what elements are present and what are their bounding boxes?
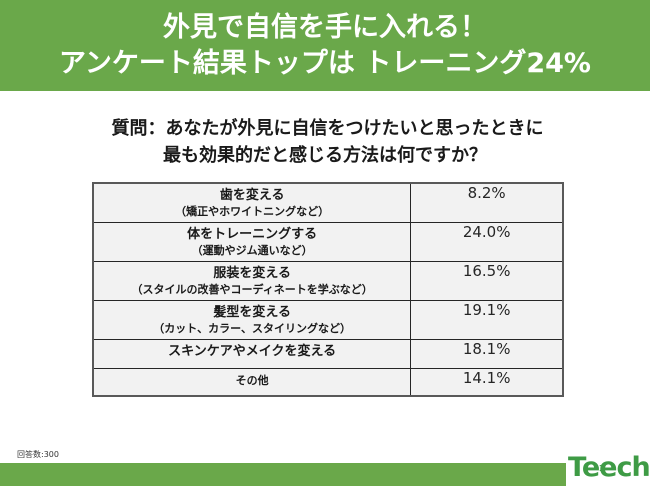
answer-label-cell: その他 bbox=[92, 368, 412, 397]
title-line-1: 外見で自信を手に入れる！ bbox=[163, 11, 487, 43]
footer-bar bbox=[0, 463, 566, 486]
logo-sparkle-icon: ⁘ bbox=[597, 464, 604, 473]
answer-sublabel: （運動やジム通いなど） bbox=[191, 244, 313, 257]
answer-label-cell: 服装を変える （スタイルの改善やコーディネートを学ぶなど） bbox=[92, 261, 412, 301]
answer-label: その他 bbox=[235, 374, 269, 387]
answer-percentage: 16.5% bbox=[410, 261, 564, 301]
table-row: その他 14.1% bbox=[92, 368, 564, 397]
question-line-1: 質問：あなたが外見に自信をつけたいと思ったときに bbox=[111, 118, 544, 139]
answer-label: 服装を変える bbox=[213, 266, 291, 281]
answer-sublabel: （矯正やホワイトニングなど） bbox=[175, 205, 330, 218]
answer-percentage: 24.0% bbox=[410, 222, 564, 262]
answer-label-cell: 歯を変える （矯正やホワイトニングなど） bbox=[92, 182, 412, 223]
answer-label-cell: スキンケアやメイクを変える bbox=[92, 339, 412, 369]
logo-text: Teech bbox=[568, 452, 650, 483]
question-line-2: 最も効果的だと感じる方法は何ですか？ bbox=[163, 145, 487, 166]
answer-label: 髪型を変える bbox=[213, 305, 291, 320]
answer-label-cell: 髪型を変える （カット、カラー、スタイリングなど） bbox=[92, 300, 412, 340]
answer-label: 歯を変える bbox=[219, 188, 285, 203]
table-row: 歯を変える （矯正やホワイトニングなど） 8.2% bbox=[92, 182, 564, 223]
answer-percentage: 19.1% bbox=[410, 300, 564, 340]
results-table: 歯を変える （矯正やホワイトニングなど） 8.2% 体をトレーニングする （運動… bbox=[92, 182, 564, 397]
answer-sublabel: （カット、カラー、スタイリングなど） bbox=[153, 322, 351, 335]
table-row: スキンケアやメイクを変える 18.1% bbox=[92, 339, 564, 369]
title-banner: 外見で自信を手に入れる！ アンケート結果トップは トレーニング24% bbox=[0, 0, 650, 91]
table-row: 服装を変える （スタイルの改善やコーディネートを学ぶなど） 16.5% bbox=[92, 261, 564, 301]
survey-question: 質問：あなたが外見に自信をつけたいと思ったときに 最も効果的だと感じる方法は何で… bbox=[0, 115, 650, 169]
table-row: 体をトレーニングする （運動やジム通いなど） 24.0% bbox=[92, 222, 564, 262]
answer-percentage: 8.2% bbox=[410, 182, 564, 223]
answer-label-cell: 体をトレーニングする （運動やジム通いなど） bbox=[92, 222, 412, 262]
teech-logo: Teech ⁘ bbox=[568, 452, 650, 484]
respondent-count: 回答数:300 bbox=[17, 450, 59, 459]
answer-label: 体をトレーニングする bbox=[187, 227, 318, 242]
answer-percentage: 14.1% bbox=[410, 368, 564, 397]
answer-percentage: 18.1% bbox=[410, 339, 564, 369]
table-row: 髪型を変える （カット、カラー、スタイリングなど） 19.1% bbox=[92, 300, 564, 340]
answer-label: スキンケアやメイクを変える bbox=[168, 344, 337, 359]
title-line-2: アンケート結果トップは トレーニング24% bbox=[59, 47, 591, 79]
answer-sublabel: （スタイルの改善やコーディネートを学ぶなど） bbox=[131, 283, 373, 296]
